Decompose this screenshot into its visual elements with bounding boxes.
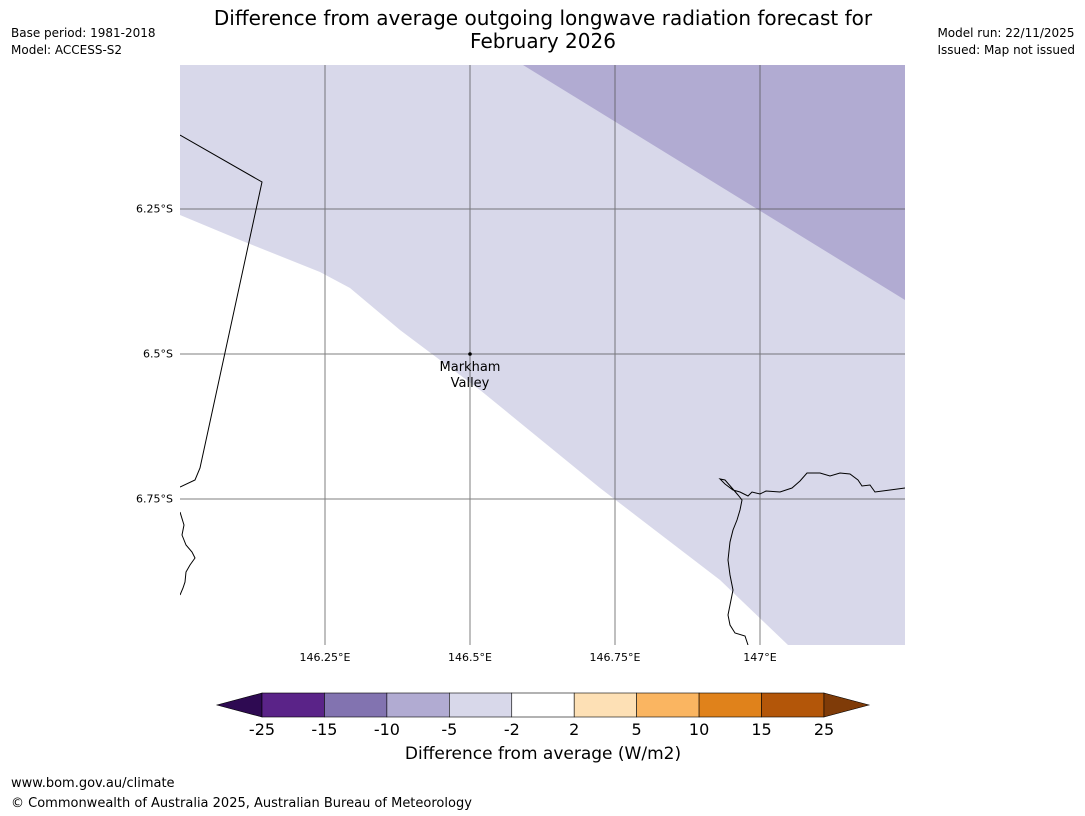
colorbar-tick-label: -10: [373, 720, 400, 739]
colorbar-extend-low: [215, 692, 263, 718]
colorbar-extend-high: [823, 692, 871, 718]
lon-tick-label: 146.75°E: [589, 651, 641, 664]
colorbar-segment: [698, 692, 762, 718]
colorbar-segment: [324, 692, 388, 718]
colorbar-tick-label: -5: [441, 720, 458, 739]
colorbar-segment: [261, 692, 325, 718]
copyright-text: © Commonwealth of Australia 2025, Austra…: [11, 796, 472, 811]
colorbar-tick-label: 25: [813, 720, 835, 739]
issued-text: Issued: Map not issued: [937, 43, 1075, 57]
coastlines: [180, 134, 905, 645]
anomaly-band-minus10-minus5: [523, 65, 905, 300]
place-label-markham-valley: Markham Valley: [420, 360, 520, 392]
map-title: Difference from average outgoing longwav…: [180, 7, 906, 53]
footer: www.bom.gov.au/climate © Commonwealth of…: [11, 774, 472, 814]
colorbar-tick-label: 2: [569, 720, 580, 739]
colorbar-tick-label: -2: [503, 720, 520, 739]
map-plot-area: [180, 65, 905, 645]
base-period-text: Base period: 1981-2018: [11, 26, 156, 40]
lat-tick-label: 6.75°S: [136, 492, 173, 506]
markham-valley-marker: [468, 352, 472, 356]
colorbar-tick-label: -15: [311, 720, 338, 739]
lat-tick-label: 6.5°S: [143, 347, 173, 361]
place-label-line1: Markham: [439, 360, 501, 375]
colorbar-tick-label: -25: [248, 720, 276, 739]
colorbar-tick-label: 10: [688, 720, 710, 739]
map-title-line2: February 2026: [470, 29, 616, 53]
colorbar-segment: [761, 692, 825, 718]
map-title-line1: Difference from average outgoing longwav…: [213, 6, 873, 30]
lon-tick-label: 147°E: [743, 651, 777, 664]
metadata-left: Base period: 1981-2018 Model: ACCESS-S2: [11, 25, 156, 59]
model-run-text: Model run: 22/11/2025: [937, 26, 1075, 40]
colorbar-segment: [511, 692, 575, 718]
east-coastline: [718, 472, 905, 645]
place-label-line2: Valley: [450, 376, 490, 391]
anomaly-band-minus5-minus2: [180, 65, 905, 645]
colorbar-segment: [573, 692, 637, 718]
west-coastline: [180, 511, 196, 596]
lon-tick-label: 146.5°E: [448, 651, 492, 664]
metadata-right: Model run: 22/11/2025 Issued: Map not is…: [937, 25, 1075, 59]
colorbar-segment: [636, 692, 700, 718]
lon-tick-label: 146.25°E: [299, 651, 351, 664]
border-line: [180, 134, 263, 488]
colorbar-segment: [386, 692, 450, 718]
colorbar-tick-label: 15: [751, 720, 772, 739]
colorbar-segment: [449, 692, 513, 718]
website-text: www.bom.gov.au/climate: [11, 776, 175, 791]
colorbar: [215, 692, 871, 718]
colorbar-tick-label: 5: [631, 720, 642, 739]
model-text: Model: ACCESS-S2: [11, 43, 123, 57]
lat-tick-label: 6.25°S: [136, 202, 173, 216]
colorbar-title: Difference from average (W/m2): [404, 744, 682, 764]
